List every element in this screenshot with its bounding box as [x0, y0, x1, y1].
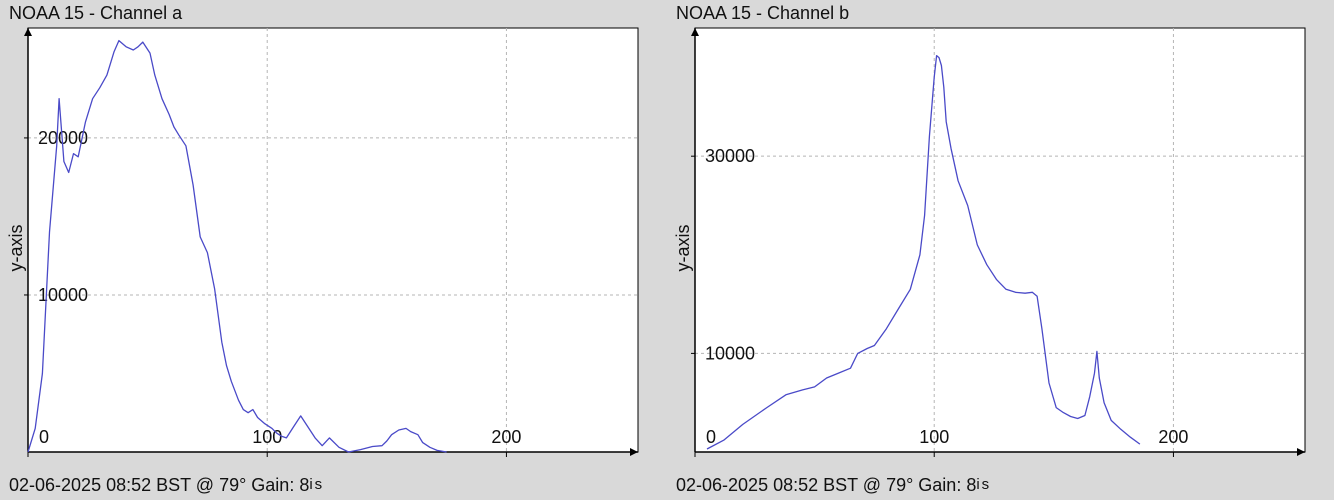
chart-title: NOAA 15 - Channel a	[9, 3, 183, 23]
y-tick-label: 10000	[705, 343, 755, 363]
chart-footer: 02-06-2025 08:52 BST @ 79° Gain: 8is	[9, 475, 324, 496]
plot-background	[27, 27, 639, 453]
x-axis-arrow	[1297, 448, 1305, 456]
x-tick-label: 0	[39, 427, 49, 447]
series-line	[706, 54, 1141, 450]
footer-text: 02-06-2025 08:52 BST @ 79° Gain: 8	[9, 475, 310, 495]
y-axis-label: y-axis	[673, 224, 693, 271]
chart-title: NOAA 15 - Channel b	[676, 3, 850, 23]
x-tick-label: 200	[491, 427, 521, 447]
chart-plot-area: 0 100 200 10000 20000 y-axis	[6, 27, 639, 457]
series-line	[27, 39, 447, 453]
y-axis-arrow	[691, 28, 699, 36]
chart-panel-a: NOAA 15 - Channel a 0 100 200 10000 20000 y-a…	[6, 3, 639, 496]
x-tick-label: 0	[706, 427, 716, 447]
chart-footer: 02-06-2025 08:52 BST @ 79° Gain: 8is	[676, 475, 991, 496]
x-tick-label: 100	[252, 427, 282, 447]
chart-plot-area: 0 100 200 10000 30000 y-axis	[673, 27, 1306, 457]
x-tick-label: 100	[919, 427, 949, 447]
x-axis-arrow	[630, 448, 638, 456]
footer-suffix: is	[309, 476, 325, 493]
y-tick-label: 20000	[38, 128, 88, 148]
y-axis-arrow	[24, 28, 32, 36]
y-tick-label: 10000	[38, 285, 88, 305]
y-tick-label: 30000	[705, 146, 755, 166]
footer-suffix: is	[976, 476, 992, 493]
x-tick-label: 200	[1158, 427, 1188, 447]
y-axis-label: y-axis	[6, 224, 26, 271]
plot-background	[694, 27, 1306, 453]
footer-text: 02-06-2025 08:52 BST @ 79° Gain: 8	[676, 475, 977, 495]
chart-panel-b: NOAA 15 - Channel b 0 100 200 10000 30000 y-a…	[667, 0, 1334, 500]
